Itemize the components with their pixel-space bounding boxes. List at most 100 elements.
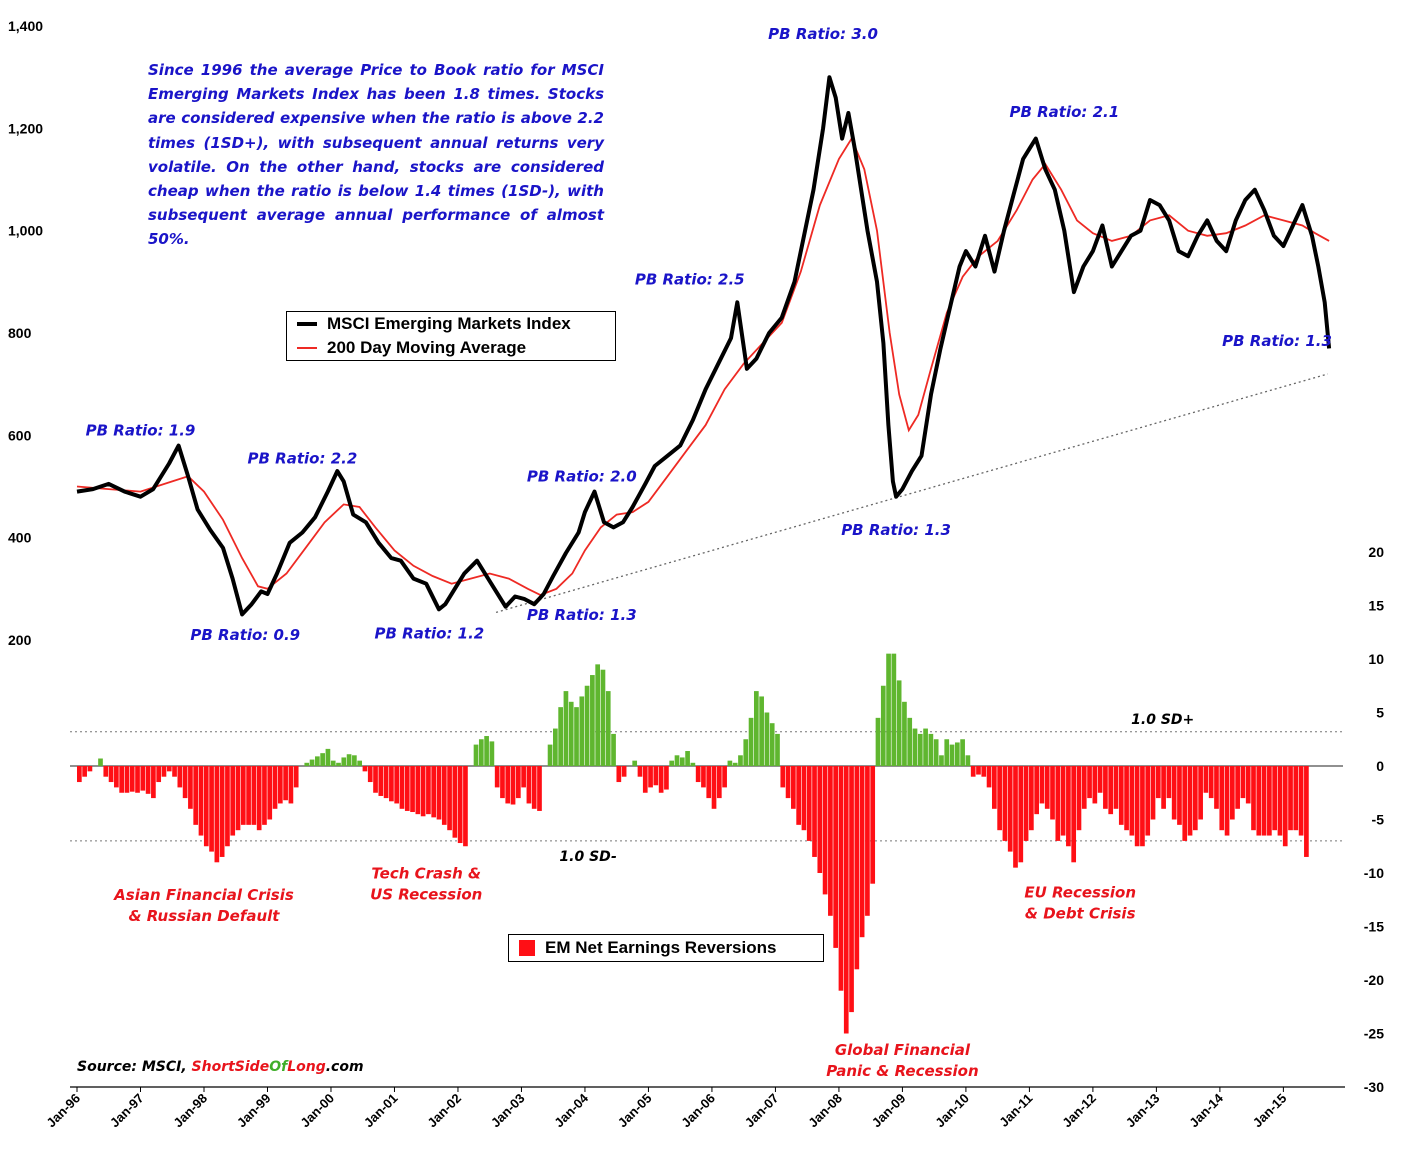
- earnings-bar: [796, 766, 801, 825]
- earnings-bar: [426, 766, 431, 815]
- earnings-bar: [886, 653, 891, 766]
- earnings-bar: [960, 739, 965, 766]
- earnings-bar: [785, 766, 791, 799]
- earnings-bar: [711, 766, 717, 809]
- earnings-bar: [235, 766, 241, 831]
- earnings-bar: [230, 766, 236, 836]
- chart-note: Since 1996 the average Price to Book rat…: [148, 61, 604, 249]
- earnings-bar: [1113, 766, 1119, 809]
- pb-ratio-label: PB Ratio: 3.0: [768, 25, 878, 43]
- source-part1: ShortSide: [191, 1059, 270, 1075]
- right-tick-label: -30: [1364, 1079, 1384, 1095]
- legend-label-ma: 200 Day Moving Average: [327, 338, 527, 357]
- earnings-bar: [1103, 766, 1108, 809]
- earnings-bar: [214, 766, 220, 863]
- left-tick-label: 600: [8, 427, 32, 443]
- left-tick-label: 400: [8, 530, 32, 546]
- x-tick-label: Jan-96: [43, 1091, 83, 1131]
- earnings-bar: [553, 728, 558, 766]
- ma-line-swatch: [297, 347, 317, 349]
- earnings-bar: [648, 766, 653, 788]
- earnings-bar: [685, 751, 690, 766]
- earnings-bar: [341, 757, 347, 766]
- legend-item-reversions: EM Net Earnings Reversions: [509, 935, 823, 961]
- earnings-bar: [912, 728, 918, 766]
- sd-upper-label: 1.0 SD+: [1131, 712, 1194, 728]
- earnings-bar: [574, 707, 579, 766]
- earnings-bar: [145, 766, 151, 794]
- legend-label-index: MSCI Emerging Markets Index: [327, 314, 571, 333]
- x-tick-label: Jan-06: [678, 1091, 718, 1131]
- earnings-bar: [399, 766, 405, 809]
- earnings-bar: [605, 691, 611, 766]
- earnings-bar: [1044, 766, 1050, 809]
- x-tick-label: Jan-11: [996, 1091, 1035, 1130]
- earnings-bar: [1251, 766, 1256, 831]
- earnings-bar: [664, 766, 669, 790]
- earnings-bar: [1092, 766, 1098, 804]
- earnings-bar: [288, 766, 294, 804]
- earnings-bar: [156, 766, 162, 783]
- earnings-bar: [1171, 766, 1177, 820]
- earnings-bar: [357, 760, 363, 766]
- right-tick-label: 5: [1376, 705, 1384, 721]
- right-tick-label: 10: [1368, 651, 1384, 667]
- earnings-bar: [1060, 766, 1066, 836]
- earnings-bar: [484, 736, 489, 766]
- earnings-bar: [515, 766, 521, 799]
- earnings-bar: [182, 766, 188, 799]
- earnings-bar: [600, 669, 606, 766]
- x-tick-label: Jan-12: [1059, 1091, 1099, 1131]
- earnings-bar: [1039, 766, 1045, 804]
- earnings-bar: [595, 664, 601, 766]
- earnings-bar: [727, 760, 733, 766]
- earnings-bar: [277, 766, 283, 804]
- earnings-bar: [1272, 766, 1278, 831]
- earnings-bar: [473, 744, 479, 766]
- earnings-bar: [547, 744, 553, 766]
- earnings-bar: [590, 675, 595, 766]
- earnings-bar: [706, 766, 712, 799]
- sd-lower-label: 1.0 SD-: [559, 849, 617, 865]
- earnings-bar: [907, 717, 913, 766]
- earnings-bar: [367, 766, 373, 783]
- earnings-bar: [1224, 766, 1230, 836]
- earnings-bar: [1108, 766, 1114, 815]
- earnings-bar: [944, 739, 950, 766]
- earnings-bar: [1029, 766, 1034, 831]
- earnings-bar: [970, 766, 976, 777]
- earnings-bar: [352, 755, 357, 766]
- crisis-label: US Recession: [370, 885, 482, 903]
- earnings-bar: [494, 766, 500, 788]
- earnings-bar: [193, 766, 199, 825]
- earnings-bar: [1288, 766, 1293, 831]
- crisis-label: EU Recession: [1024, 884, 1136, 902]
- earnings-bar: [1187, 766, 1193, 836]
- pb-ratio-label: PB Ratio: 2.0: [527, 467, 637, 485]
- earnings-bar: [833, 766, 839, 948]
- earnings-bar: [954, 742, 960, 766]
- earnings-bar: [404, 766, 410, 811]
- right-tick-label: -20: [1364, 972, 1384, 988]
- earnings-bar: [1245, 766, 1251, 804]
- earnings-bar: [151, 766, 156, 799]
- legend-top: MSCI Emerging Markets Index 200 Day Movi…: [286, 311, 616, 361]
- earnings-bar: [1050, 766, 1055, 820]
- earnings-bar: [1124, 766, 1129, 831]
- earnings-bar: [198, 766, 204, 836]
- earnings-bar: [1097, 766, 1103, 793]
- earnings-bar: [389, 766, 394, 802]
- pb-ratio-label: PB Ratio: 2.2: [248, 449, 358, 467]
- left-tick-label: 800: [8, 325, 32, 341]
- earnings-bar: [1235, 766, 1240, 809]
- x-tick-label: Jan-05: [615, 1091, 655, 1131]
- earnings-bar: [1018, 766, 1024, 863]
- earnings-bar: [415, 766, 421, 815]
- earnings-bar: [1055, 766, 1061, 841]
- earnings-bar: [780, 766, 786, 788]
- crisis-label: Asian Financial Crisis: [113, 886, 294, 904]
- earnings-bar: [1267, 766, 1272, 836]
- earnings-bar: [759, 696, 764, 766]
- earnings-bar: [621, 766, 627, 777]
